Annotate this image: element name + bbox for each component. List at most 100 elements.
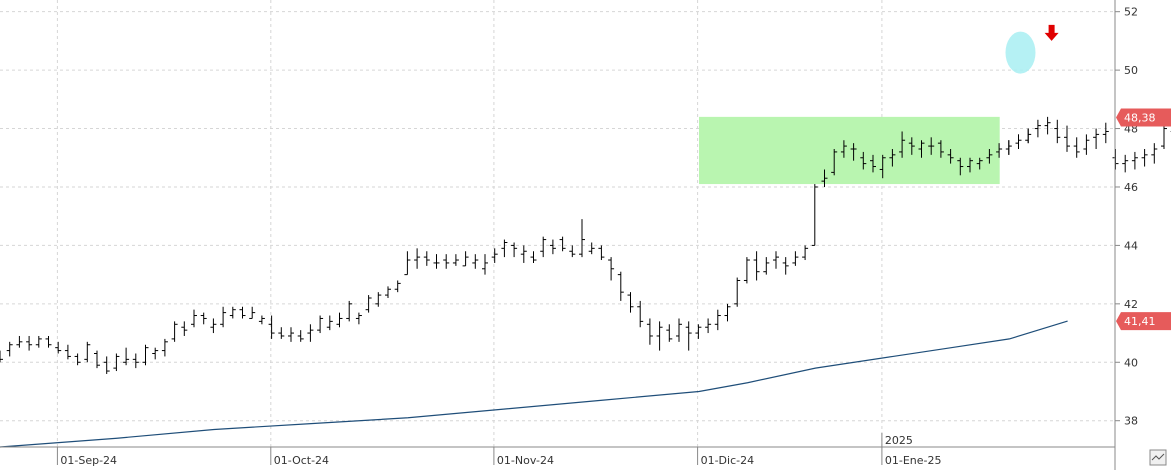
- ohlc-bar: [666, 324, 673, 342]
- ohlc-bar: [860, 151, 867, 170]
- y-tick-label: 42: [1124, 298, 1138, 311]
- ohlc-bar: [462, 251, 469, 267]
- ohlc-bar: [414, 248, 421, 269]
- x-tick-label: 01-Dic-24: [701, 454, 755, 467]
- last-price-badge-bg: [1116, 108, 1171, 127]
- last-price-badge: 48,38: [1124, 111, 1156, 124]
- ohlc-bar: [501, 239, 508, 258]
- grid-lines: [0, 0, 1115, 447]
- ohlc-bar: [937, 140, 944, 158]
- ohlc-bar: [1102, 122, 1109, 144]
- x-axis: 01-Sep-24 01-Oct-24 01-Nov-24 01-Dic-24 01-E…: [56, 433, 942, 467]
- ohlc-bar: [113, 353, 120, 372]
- ohlc-bar: [171, 321, 178, 342]
- ohlc-bar: [743, 257, 750, 284]
- y-tick-label: 50: [1124, 64, 1138, 77]
- ohlc-bar: [84, 341, 91, 363]
- ohlc-bar: [676, 318, 682, 342]
- ohlc-bar: [433, 254, 440, 269]
- annotations-layer: [1005, 24, 1059, 155]
- ohlc-bar: [889, 149, 896, 167]
- chart-zoom-icon: [1151, 453, 1165, 461]
- ohlc-bar: [258, 315, 265, 325]
- ohlc-bar: [802, 245, 809, 261]
- ohlc-bar: [1122, 154, 1129, 173]
- ohlc-bar: [569, 245, 576, 258]
- ohlc-bar: [753, 251, 760, 281]
- ohlc-bar: [734, 277, 741, 307]
- moving-average-line: [0, 320, 1068, 448]
- ohlc-bar: [782, 257, 789, 275]
- ohlc-bar: [326, 315, 333, 331]
- ohlc-bar: [908, 137, 915, 155]
- ohlc-bar: [947, 149, 954, 164]
- corner-button[interactable]: [1149, 449, 1167, 466]
- ohlc-bar: [1054, 119, 1061, 144]
- ohlc-bar: [482, 254, 488, 275]
- ohlc-bar: [123, 347, 130, 366]
- ohlc-bar: [161, 338, 168, 357]
- y-tick-label: 44: [1124, 239, 1138, 252]
- ohlc-bar: [540, 236, 547, 258]
- ohlc-bar: [16, 335, 23, 348]
- ohlc-bar: [646, 318, 653, 345]
- ohlc-bar: [695, 324, 702, 339]
- ohlc-bar: [598, 245, 605, 261]
- ohlc-bar: [0, 350, 3, 363]
- ohlc-bar: [714, 309, 721, 331]
- ohlc-bar: [94, 350, 100, 369]
- y-tick-label: 40: [1124, 356, 1138, 369]
- ohlc-bar: [1151, 143, 1158, 164]
- ohlc-bar: [64, 344, 71, 360]
- ohlc-bar: [579, 219, 585, 258]
- ohlc-bar: [1073, 137, 1080, 158]
- ohlc-bar: [656, 321, 663, 351]
- ohlc-bar: [840, 140, 847, 158]
- consolidation-box: [699, 116, 1000, 185]
- price-badges: 48,38 41,41: [1116, 108, 1171, 331]
- ohlc-bar: [191, 309, 197, 328]
- ohlc-bar: [132, 353, 139, 369]
- ohlc-bar: [928, 137, 935, 155]
- ohlc-bar: [617, 271, 624, 301]
- ohlc-bar: [792, 251, 799, 266]
- ohlc-bar: [307, 324, 314, 342]
- ohlc-bar: [850, 143, 857, 161]
- ohlc-bar: [472, 254, 479, 269]
- ohlc-bar: [152, 347, 159, 360]
- ohlc-bar: [249, 306, 256, 319]
- ohlc-bar: [1083, 134, 1090, 155]
- ohlc-bar: [26, 335, 33, 351]
- ohlc-bar: [773, 251, 779, 269]
- ohlc-bar: [365, 295, 372, 313]
- ohlc-bar: [103, 356, 110, 374]
- ohlc-bar: [142, 344, 149, 366]
- ma-value-badge-bg: [1116, 312, 1171, 331]
- ohlc-bar: [1044, 116, 1051, 135]
- ohlc-bar: [55, 341, 62, 354]
- ohlc-bar: [976, 157, 983, 170]
- ohlc-bar: [520, 245, 527, 263]
- ohlc-bar: [899, 131, 906, 158]
- range-box-layer: [699, 116, 1000, 185]
- ohlc-bars: [0, 116, 1171, 374]
- y-tick-label: 38: [1124, 415, 1138, 428]
- ohlc-bar: [181, 321, 188, 336]
- x-tick-label: 01-Nov-24: [497, 454, 554, 467]
- ohlc-bar: [278, 327, 285, 339]
- ohlc-bar: [210, 318, 217, 334]
- year-marker-label: 2025: [885, 434, 913, 447]
- ohlc-bar: [423, 251, 430, 266]
- moving-average-layer: [0, 320, 1068, 448]
- ohlc-bar: [821, 169, 828, 187]
- y-tick-label: 52: [1124, 6, 1138, 19]
- x-tick-label: 01-Ene-25: [885, 454, 942, 467]
- ohlc-bar: [491, 248, 498, 263]
- ohlc-bar: [229, 306, 236, 319]
- ohlc-bar: [394, 280, 401, 293]
- ohlc-bar: [705, 318, 712, 334]
- ohlc-bar: [986, 149, 993, 164]
- ohlc-bar: [811, 184, 818, 246]
- ohlc-bar: [559, 236, 566, 252]
